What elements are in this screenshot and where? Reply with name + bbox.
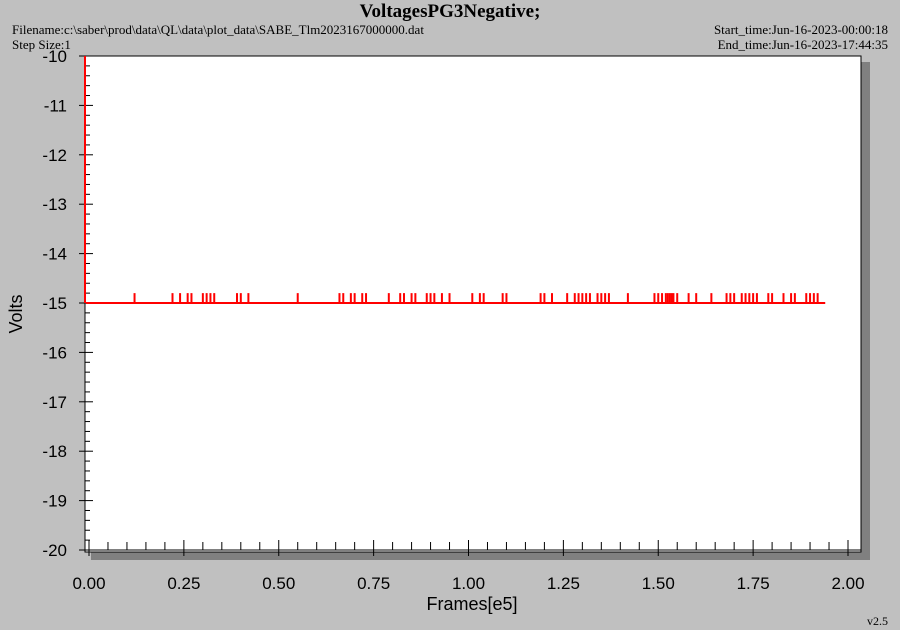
y-tick-label: -17 — [42, 393, 67, 412]
end-time-label: End_time:Jun-16-2023-17:44:35 — [717, 37, 888, 52]
y-tick-label: -14 — [42, 245, 67, 264]
x-tick-label: 1.50 — [642, 574, 675, 593]
y-axis: -10 -11 -12 -13 -14 -15 -16 -17 -18 -19 -20 — [42, 47, 85, 560]
y-tick-label: -16 — [42, 343, 67, 362]
y-tick-label: -18 — [42, 442, 67, 461]
y-tick-label: -10 — [42, 47, 67, 66]
filename-label: Filename:c:\saber\prod\data\QL\data\plot… — [12, 22, 424, 37]
x-tick-label: 0.25 — [167, 574, 200, 593]
minor-ticks — [85, 55, 849, 551]
x-axis: 0.00 0.25 0.50 0.75 1.00 1.25 1.50 1.75 2.00 — [72, 550, 865, 593]
x-tick-label: 1.00 — [452, 574, 485, 593]
x-tick-label: 0.00 — [72, 574, 105, 593]
x-tick-label: 1.25 — [547, 574, 580, 593]
x-tick-label: 2.00 — [831, 574, 864, 593]
y-axis-label: Volts — [6, 294, 26, 333]
series-layer — [84, 56, 826, 304]
chart-title: VoltagesPG3Negative; — [359, 1, 541, 22]
y-tick-label: -20 — [42, 541, 67, 560]
y-tick-label: -13 — [42, 195, 67, 214]
x-tick-label: 0.50 — [262, 574, 295, 593]
y-tick-label: -11 — [44, 96, 67, 115]
step-size-label: Step Size:1 — [12, 37, 71, 52]
start-time-label: Start_time:Jun-16-2023-00:00:18 — [713, 22, 888, 37]
y-tick-label: -12 — [42, 146, 67, 165]
y-tick-label: -19 — [42, 492, 67, 511]
x-tick-label: 1.75 — [737, 574, 770, 593]
version-label: v2.5 — [867, 614, 888, 628]
x-tick-label: 0.75 — [357, 574, 390, 593]
x-axis-label: Frames[e5] — [426, 594, 517, 614]
y-tick-label: -15 — [42, 294, 67, 313]
